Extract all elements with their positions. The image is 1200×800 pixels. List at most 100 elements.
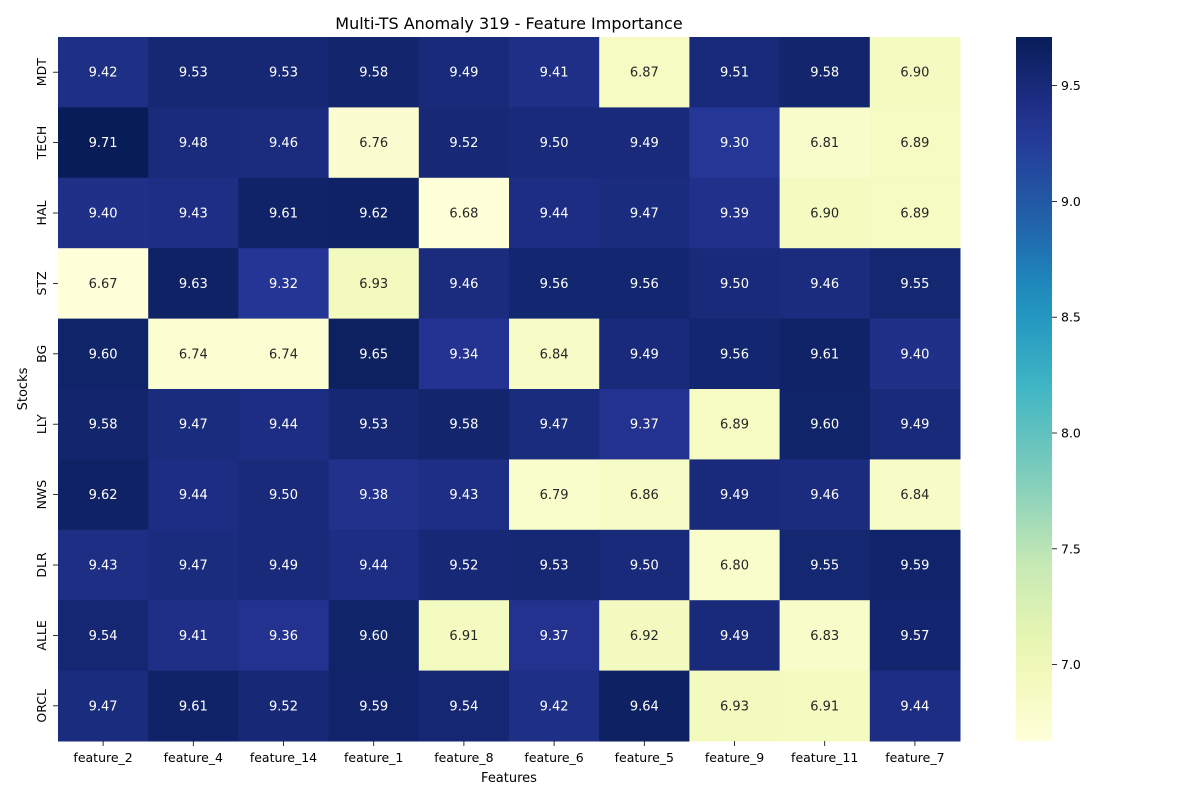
cell-value-label: 6.93 xyxy=(359,277,388,292)
heatmap-cell xyxy=(689,389,781,460)
cell-value-label: 9.44 xyxy=(900,699,929,714)
heatmap-cell xyxy=(328,600,420,672)
cell-value-label: 9.63 xyxy=(179,277,208,292)
heatmap-cell xyxy=(869,318,961,390)
heatmap-cell xyxy=(869,177,961,249)
cell-value-label: 9.42 xyxy=(89,66,118,81)
heatmap-cell xyxy=(58,529,149,601)
cell-value-label: 6.81 xyxy=(810,136,839,151)
cell-value-label: 9.71 xyxy=(89,136,118,151)
heatmap-cell xyxy=(148,670,239,742)
cell-value-label: 9.44 xyxy=(359,559,388,574)
cell-value-label: 6.86 xyxy=(630,488,659,503)
cell-value-label: 9.64 xyxy=(630,699,659,714)
y-tick-label: ALLE xyxy=(34,620,49,650)
cell-value-label: 9.34 xyxy=(449,347,478,362)
heatmap-cell xyxy=(418,670,510,742)
heatmap-cell xyxy=(779,389,871,460)
heatmap-cell xyxy=(689,670,781,742)
cell-value-label: 9.53 xyxy=(179,66,208,81)
x-tick-label: feature_7 xyxy=(885,750,944,765)
heatmap-cell xyxy=(509,600,600,672)
heatmap-cell xyxy=(869,389,961,460)
x-axis-label: Features xyxy=(481,771,537,786)
heatmap-cell xyxy=(58,177,149,249)
heatmap-cell xyxy=(238,318,330,390)
cell-value-label: 9.41 xyxy=(540,66,569,81)
cell-value-label: 9.30 xyxy=(720,136,749,151)
heatmap-cell xyxy=(779,107,871,179)
cell-value-label: 9.44 xyxy=(540,207,569,222)
heatmap-cell xyxy=(148,177,239,249)
cell-value-label: 9.58 xyxy=(89,418,118,433)
heatmap-cell xyxy=(58,37,149,108)
heatmap-cell xyxy=(779,248,871,320)
cell-value-label: 6.74 xyxy=(179,347,208,362)
heatmap-cell xyxy=(599,670,690,742)
heatmap-cell xyxy=(328,670,420,742)
cell-value-label: 9.49 xyxy=(630,136,659,151)
heatmap-cell xyxy=(779,529,871,601)
heatmap-cell xyxy=(418,177,510,249)
cell-value-label: 9.49 xyxy=(900,418,929,433)
cell-value-label: 9.53 xyxy=(359,418,388,433)
cell-value-label: 9.56 xyxy=(630,277,659,292)
heatmap-cell xyxy=(418,529,510,601)
cell-value-label: 9.48 xyxy=(179,136,208,151)
cell-value-label: 9.49 xyxy=(630,347,659,362)
heatmap-cell xyxy=(869,600,961,672)
heatmap-cell xyxy=(779,459,871,531)
cell-value-label: 9.60 xyxy=(89,347,118,362)
cell-value-label: 9.61 xyxy=(179,699,208,714)
heatmap-cell xyxy=(869,670,961,742)
cell-value-label: 9.60 xyxy=(359,629,388,644)
x-tick-label: feature_4 xyxy=(164,750,223,765)
cell-value-label: 6.67 xyxy=(89,277,118,292)
cell-value-label: 9.46 xyxy=(810,488,839,503)
cell-value-label: 9.49 xyxy=(720,488,749,503)
cell-value-label: 9.56 xyxy=(720,347,749,362)
cell-value-label: 9.40 xyxy=(89,207,118,222)
heatmap-cell xyxy=(328,529,420,601)
heatmap-cell xyxy=(58,459,149,531)
cell-value-label: 6.80 xyxy=(720,559,749,574)
x-tick-label: feature_1 xyxy=(344,750,403,765)
cell-value-label: 9.52 xyxy=(269,699,298,714)
heatmap-cell xyxy=(509,459,600,531)
heatmap-cell xyxy=(418,600,510,672)
cell-value-label: 9.47 xyxy=(179,418,208,433)
heatmap-cell xyxy=(58,318,149,390)
heatmap-cell xyxy=(599,107,690,179)
cell-value-label: 9.43 xyxy=(179,207,208,222)
heatmap-cell xyxy=(148,107,239,179)
heatmap-cell xyxy=(328,177,420,249)
heatmap-cell xyxy=(689,529,781,601)
heatmap-cell xyxy=(599,389,690,460)
cell-value-label: 9.62 xyxy=(359,207,388,222)
cell-value-label: 6.84 xyxy=(540,347,569,362)
heatmap-cell xyxy=(328,37,420,108)
cell-value-label: 6.89 xyxy=(900,136,929,151)
cell-value-label: 6.89 xyxy=(720,418,749,433)
heatmap-cell xyxy=(238,600,330,672)
y-tick-label: LLY xyxy=(34,414,49,434)
y-tick-label: DLR xyxy=(34,552,49,578)
x-tick-label: feature_11 xyxy=(791,750,858,765)
cell-value-label: 6.83 xyxy=(810,629,839,644)
heatmap-cell xyxy=(689,107,781,179)
cell-value-label: 9.47 xyxy=(630,207,659,222)
colorbar-tick-label: 9.5 xyxy=(1061,78,1081,93)
cell-value-label: 9.37 xyxy=(630,418,659,433)
heatmap-cell xyxy=(238,177,330,249)
heatmap-cell xyxy=(58,600,149,672)
cell-value-label: 9.44 xyxy=(179,488,208,503)
x-tick-label: feature_5 xyxy=(615,750,674,765)
cell-value-label: 9.57 xyxy=(900,629,929,644)
y-tick-label: BG xyxy=(34,345,49,363)
heatmap-cell xyxy=(238,37,330,108)
heatmap-cell xyxy=(509,529,600,601)
heatmap-cell xyxy=(418,318,510,390)
heatmap-cell xyxy=(58,389,149,460)
heatmap-cell xyxy=(418,248,510,320)
